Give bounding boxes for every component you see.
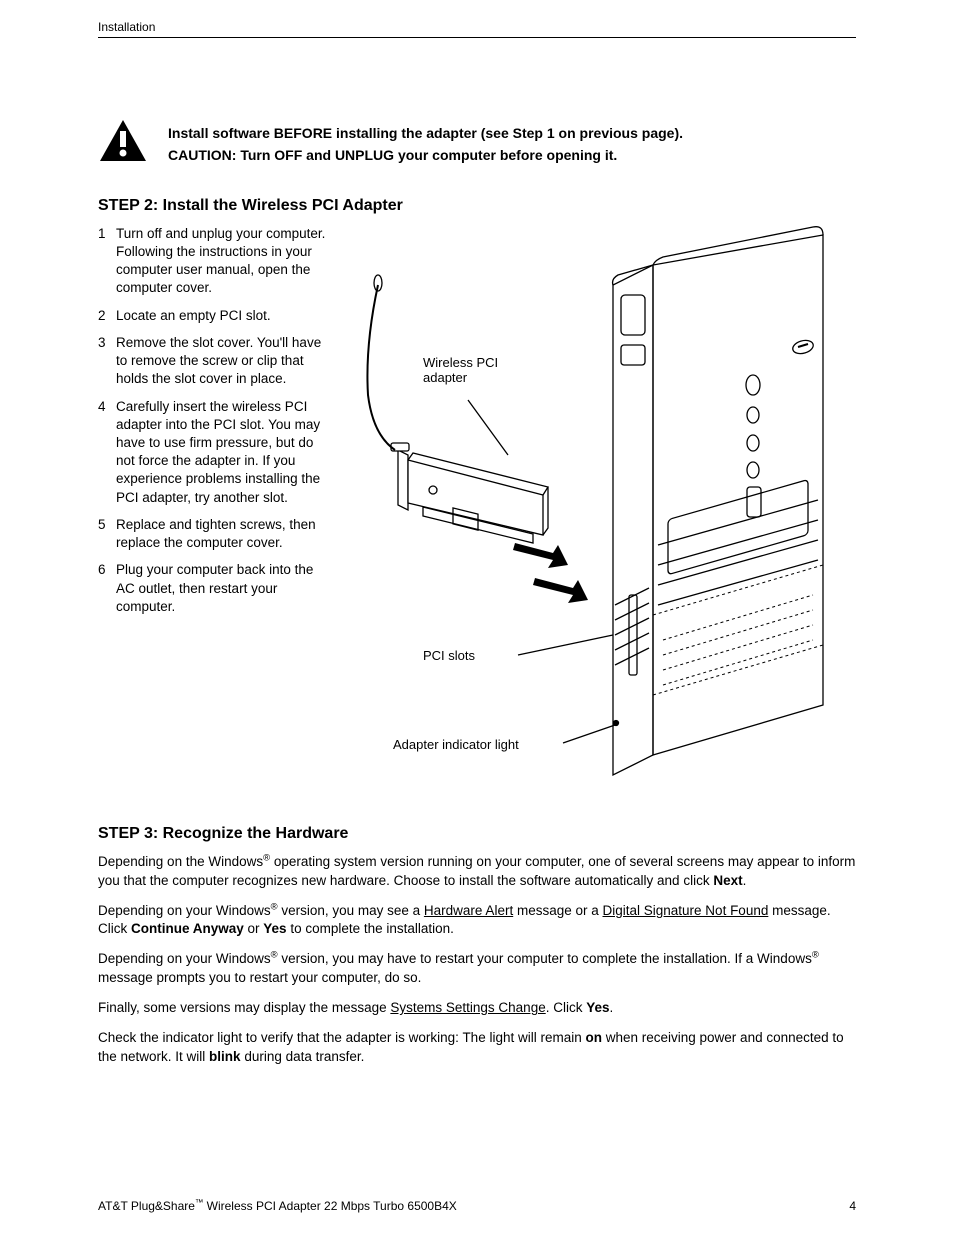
step2-item-4: Carefully insert the wireless PCI adapte… xyxy=(98,398,333,507)
warning-icon xyxy=(98,118,148,163)
page-footer: AT&T Plug&Share™ Wireless PCI Adapter 22… xyxy=(98,1199,856,1213)
step2-diagram-column: Wireless PCI adapter PCI slots Adapter i… xyxy=(353,225,856,785)
step3-para-1: Depending on the Windows® operating syst… xyxy=(98,853,856,891)
step3-heading: STEP 3: Recognize the Hardware xyxy=(98,825,856,843)
step2-item-6: Plug your computer back into the AC outl… xyxy=(98,561,333,616)
step3-para-5: Check the indicator light to verify that… xyxy=(98,1029,856,1067)
step2-heading: STEP 2: Install the Wireless PCI Adapter xyxy=(98,197,856,215)
section-label: Installation xyxy=(98,20,155,34)
step2-item-1: Turn off and unplug your computer. Follo… xyxy=(98,225,333,298)
computer-tower-diagram xyxy=(353,225,853,785)
diagram-label-indicator: Adapter indicator light xyxy=(393,737,519,753)
step2-steps-column: Turn off and unplug your computer. Follo… xyxy=(98,225,333,785)
step2-item-2: Locate an empty PCI slot. xyxy=(98,307,333,325)
step3-para-4: Finally, some versions may display the m… xyxy=(98,999,856,1018)
diagram-label-adapter: Wireless PCI adapter xyxy=(423,355,523,386)
footer-product: AT&T Plug&Share™ Wireless PCI Adapter 22… xyxy=(98,1199,457,1213)
step3-para-3: Depending on your Windows® version, you … xyxy=(98,950,856,988)
step2-item-5: Replace and tighten screws, then replace… xyxy=(98,516,333,552)
caution-block: Install software BEFORE installing the a… xyxy=(98,118,856,167)
caution-line-1: Install software BEFORE installing the a… xyxy=(168,122,683,144)
diagram-label-slots: PCI slots xyxy=(423,648,475,664)
step2-list: Turn off and unplug your computer. Follo… xyxy=(98,225,333,616)
step3-para-2: Depending on your Windows® version, you … xyxy=(98,902,856,940)
step2-item-3: Remove the slot cover. You'll have to re… xyxy=(98,334,333,389)
caution-line-2: CAUTION: Turn OFF and UNPLUG your comput… xyxy=(168,144,683,166)
caution-text: Install software BEFORE installing the a… xyxy=(168,118,683,167)
page-header: Installation xyxy=(98,20,856,38)
footer-page-number: 4 xyxy=(849,1199,856,1213)
step2-content: Turn off and unplug your computer. Follo… xyxy=(98,225,856,785)
step3-section: STEP 3: Recognize the Hardware Depending… xyxy=(98,825,856,1067)
